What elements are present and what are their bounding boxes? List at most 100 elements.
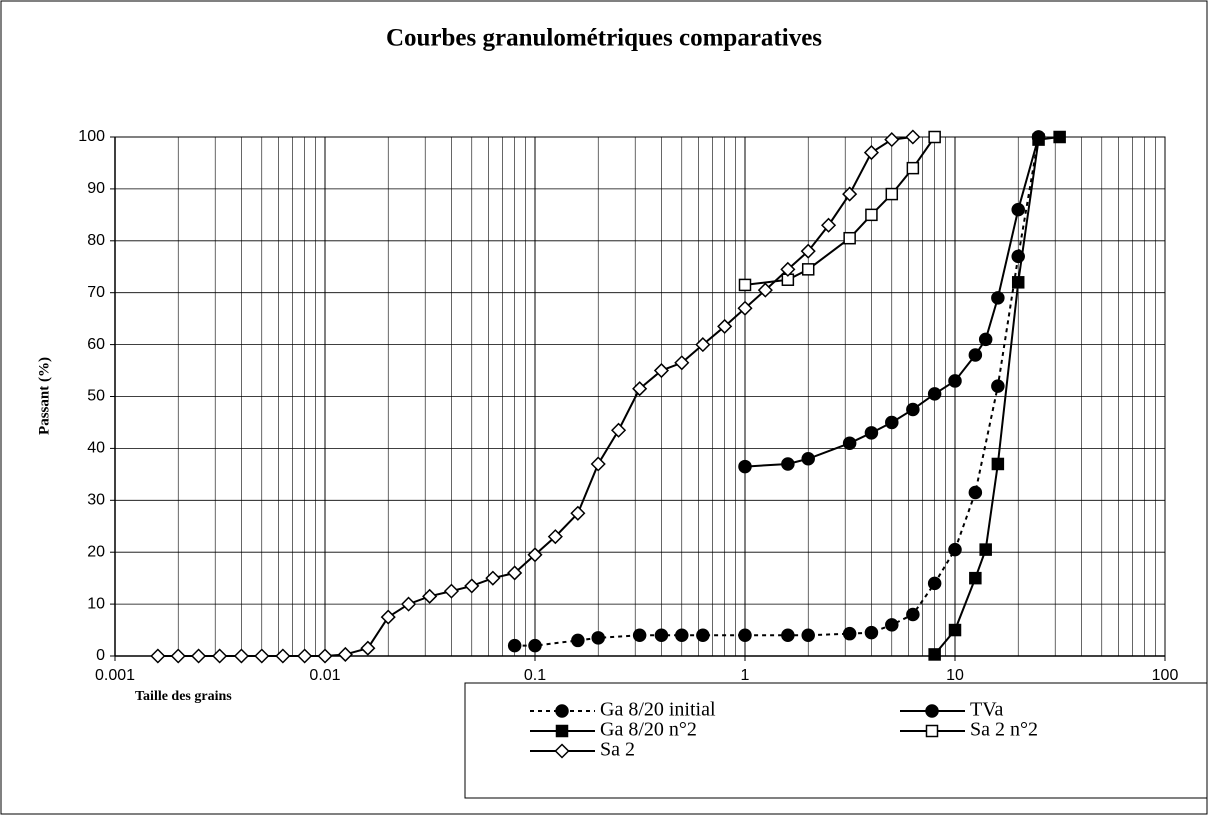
series-line — [933, 136, 1060, 656]
x-axis-label: Taille des grains — [135, 689, 232, 704]
marker — [864, 426, 879, 440]
marker — [928, 130, 941, 144]
marker — [757, 282, 773, 298]
marker — [654, 628, 669, 642]
marker — [948, 623, 962, 637]
marker — [674, 355, 690, 371]
marker — [696, 628, 710, 642]
marker — [555, 704, 569, 718]
marker — [906, 161, 920, 175]
marker — [843, 231, 856, 245]
marker — [591, 631, 605, 645]
marker — [738, 278, 752, 292]
marker — [738, 459, 752, 474]
marker — [842, 186, 858, 202]
marker — [422, 588, 438, 604]
marker — [485, 570, 501, 586]
marker — [507, 638, 522, 653]
marker — [254, 648, 270, 664]
marker — [632, 381, 648, 397]
x-tick-label: 0.1 — [524, 667, 546, 684]
marker — [653, 362, 669, 379]
series-line — [514, 136, 1040, 647]
marker — [906, 607, 920, 622]
marker — [801, 263, 815, 276]
marker — [337, 646, 353, 663]
marker — [801, 452, 815, 466]
x-tick-label: 100 — [1152, 667, 1179, 684]
marker — [554, 743, 570, 759]
marker — [781, 628, 795, 642]
y-axis-label: Passant (%) — [36, 357, 52, 435]
series-line — [744, 136, 1040, 468]
marker — [991, 291, 1005, 305]
marker — [443, 583, 459, 599]
marker — [632, 628, 647, 642]
legend-label: Sa 2 — [600, 739, 635, 761]
y-tick-label: 20 — [87, 543, 105, 560]
marker — [885, 415, 899, 430]
marker — [675, 628, 689, 642]
marker — [885, 187, 899, 201]
marker — [695, 337, 711, 353]
marker — [401, 596, 417, 612]
marker — [969, 571, 982, 585]
marker — [611, 422, 627, 438]
marker — [170, 648, 186, 664]
marker — [528, 638, 542, 653]
x-tick-label: 10 — [946, 667, 964, 684]
marker — [885, 618, 899, 632]
marker — [738, 628, 752, 642]
marker — [380, 609, 396, 625]
marker — [191, 648, 207, 664]
marker — [978, 332, 993, 347]
y-tick-label: 80 — [87, 232, 105, 249]
legend-label: TVa — [970, 699, 1003, 721]
x-tick-label: 0.001 — [95, 667, 135, 684]
marker — [863, 145, 879, 161]
marker — [360, 640, 376, 656]
marker — [555, 724, 569, 738]
marker — [821, 217, 837, 233]
y-tick-label: 90 — [87, 180, 105, 197]
marker — [507, 565, 523, 581]
marker — [1011, 276, 1025, 289]
y-tick-label: 50 — [87, 388, 105, 405]
marker — [297, 648, 313, 664]
marker — [527, 547, 543, 563]
marker — [864, 625, 879, 640]
marker — [212, 648, 228, 664]
marker — [780, 261, 796, 277]
marker — [925, 724, 939, 738]
marker — [906, 402, 920, 417]
marker — [275, 648, 291, 664]
marker — [991, 379, 1005, 393]
marker — [842, 436, 857, 450]
legend-box — [464, 682, 1208, 799]
marker — [948, 542, 962, 557]
marker — [865, 208, 878, 222]
y-tick-label: 100 — [78, 128, 105, 145]
y-tick-label: 70 — [87, 284, 105, 301]
y-tick-label: 60 — [87, 336, 105, 353]
marker — [547, 529, 563, 545]
marker — [737, 300, 753, 316]
marker — [905, 129, 921, 145]
marker — [570, 505, 586, 521]
marker — [1011, 202, 1025, 217]
marker — [781, 457, 795, 471]
legend-label: Ga 8/20 n°2 — [600, 719, 697, 741]
marker — [150, 648, 166, 664]
y-tick-label: 10 — [87, 595, 105, 612]
marker — [1032, 133, 1045, 146]
marker — [927, 576, 942, 591]
marker — [1053, 130, 1066, 144]
marker — [979, 543, 992, 556]
y-tick-label: 0 — [96, 647, 105, 664]
marker — [590, 456, 606, 472]
x-tick-label: 1 — [741, 667, 750, 684]
marker — [968, 485, 983, 500]
x-tick-label: 0.01 — [309, 667, 340, 684]
